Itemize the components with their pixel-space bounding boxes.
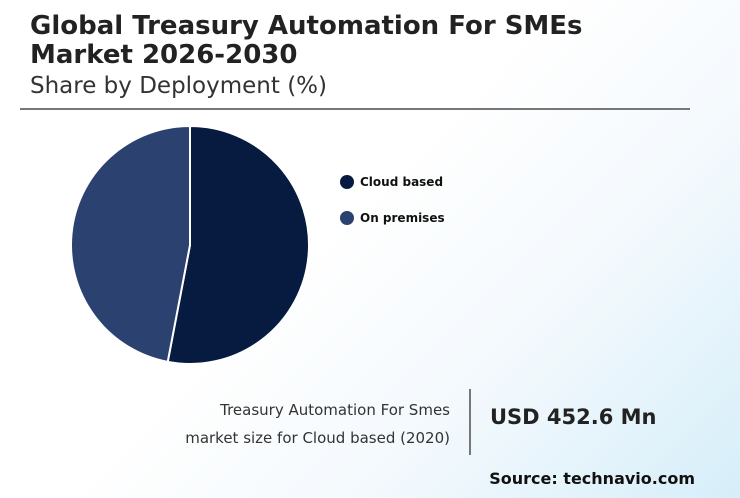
caption-line-1: Treasury Automation For Smes bbox=[220, 401, 450, 419]
chart-subtitle: Share by Deployment (%) bbox=[30, 73, 328, 99]
chart-title: Global Treasury Automation For SMEs Mark… bbox=[30, 11, 583, 70]
pie-slice-on-premises bbox=[70, 124, 191, 364]
pie-chart bbox=[70, 124, 310, 365]
legend-dot-cloud-based bbox=[340, 175, 354, 189]
source-credit: Source: technavio.com bbox=[489, 469, 695, 488]
legend-item-on-premises: On premises bbox=[340, 208, 445, 228]
title-divider bbox=[20, 108, 690, 110]
legend-item-cloud-based: Cloud based bbox=[340, 172, 445, 192]
caption-divider bbox=[469, 389, 471, 455]
market-size-caption: Treasury Automation For Smes market size… bbox=[130, 396, 450, 452]
pie-slice-cloud-based bbox=[166, 124, 310, 365]
market-size-value: USD 452.6 Mn bbox=[490, 405, 657, 429]
chart-legend: Cloud based On premises bbox=[340, 172, 445, 244]
caption-line-2: market size for Cloud based (2020) bbox=[185, 429, 450, 447]
legend-label-cloud-based: Cloud based bbox=[360, 175, 444, 189]
legend-dot-on-premises bbox=[340, 211, 354, 225]
legend-label-on-premises: On premises bbox=[360, 211, 445, 225]
